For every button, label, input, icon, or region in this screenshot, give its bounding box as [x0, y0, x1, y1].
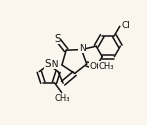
Text: S: S [45, 59, 51, 69]
Text: O: O [95, 62, 103, 72]
Text: S: S [54, 34, 61, 44]
Text: O: O [89, 62, 96, 71]
Text: Cl: Cl [121, 21, 130, 30]
Text: HN: HN [45, 60, 59, 69]
Text: CH₃: CH₃ [98, 62, 114, 71]
Text: CH₃: CH₃ [54, 94, 70, 103]
Text: N: N [79, 44, 86, 53]
